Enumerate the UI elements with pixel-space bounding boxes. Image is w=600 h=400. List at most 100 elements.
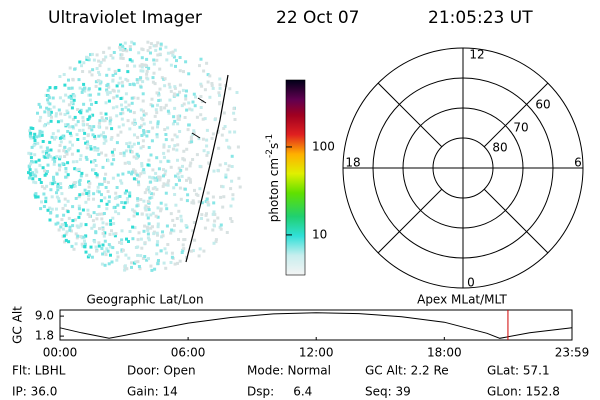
pixel — [71, 102, 75, 106]
pixel — [189, 249, 193, 253]
pixel — [141, 139, 145, 143]
pixel — [222, 195, 226, 199]
pixel — [177, 117, 181, 121]
pixel — [172, 229, 176, 233]
pixel — [121, 44, 124, 48]
pixel — [149, 213, 153, 217]
pixel — [103, 180, 107, 183]
pixel — [114, 210, 118, 214]
pixel — [119, 48, 123, 52]
tick — [191, 132, 201, 139]
pixel — [187, 101, 191, 105]
pixel — [233, 130, 237, 134]
pixel — [36, 141, 40, 145]
colorbar-tick-label: 10 — [312, 227, 327, 241]
pixel — [64, 93, 68, 97]
pixel — [50, 115, 53, 119]
pixel — [60, 119, 64, 123]
pixel — [137, 183, 141, 187]
pixel — [182, 238, 186, 242]
pixel — [189, 180, 192, 184]
pixel — [221, 185, 225, 189]
pixel — [120, 103, 123, 107]
pixel — [228, 87, 232, 91]
pixel — [208, 95, 212, 99]
pixel — [70, 106, 74, 110]
pixel — [63, 197, 67, 201]
pixel — [197, 254, 201, 258]
pixel — [120, 201, 124, 204]
pixel — [162, 174, 165, 178]
pixel — [39, 181, 43, 184]
pixel — [85, 123, 89, 127]
pixel — [70, 152, 74, 156]
pixel — [205, 61, 209, 65]
pixel — [40, 130, 44, 134]
pixel — [47, 107, 51, 111]
pixel — [65, 152, 69, 156]
pixel — [175, 217, 179, 220]
pixel — [207, 161, 211, 165]
pixel — [141, 118, 145, 122]
pixel — [39, 207, 43, 211]
pixel — [88, 93, 92, 97]
pixel — [150, 176, 154, 180]
pixel — [86, 255, 90, 259]
pixel — [191, 249, 195, 253]
pixel — [108, 91, 112, 95]
pixel — [86, 134, 90, 138]
pixel — [97, 152, 101, 156]
pixel — [72, 98, 76, 102]
pixel — [111, 246, 115, 250]
pixel — [101, 243, 105, 247]
pixel — [39, 145, 43, 149]
pixel — [48, 102, 52, 106]
pixel — [132, 111, 136, 115]
pixel — [182, 70, 185, 74]
pixel — [128, 58, 132, 62]
pixel — [69, 134, 73, 138]
pixel — [146, 216, 150, 220]
pixel — [144, 208, 148, 212]
hour-label: 6 — [574, 156, 582, 170]
pixel — [205, 128, 209, 132]
pixel — [220, 133, 224, 137]
pixel — [54, 86, 58, 89]
pixel — [47, 96, 51, 100]
pixel — [127, 145, 131, 149]
pixel — [130, 40, 134, 44]
pixel — [173, 86, 177, 90]
pixel — [112, 232, 116, 236]
pixel — [68, 140, 72, 144]
pixel — [166, 126, 170, 130]
pixel — [169, 261, 173, 264]
pixel — [95, 217, 99, 221]
pixel — [110, 150, 114, 154]
pixel — [123, 191, 127, 195]
pixel — [224, 173, 228, 177]
pixel — [181, 88, 185, 92]
pixel — [156, 215, 160, 219]
pixel — [151, 225, 154, 229]
pixel — [173, 93, 177, 97]
pixel — [203, 226, 207, 230]
pixel — [98, 212, 102, 216]
pixel — [89, 53, 92, 57]
pixel — [213, 213, 217, 216]
pixel — [81, 208, 85, 212]
pixel — [127, 161, 131, 165]
pixel — [84, 155, 88, 159]
pixel — [83, 86, 87, 90]
pixel — [135, 173, 139, 177]
pixel — [55, 195, 59, 199]
pixel — [52, 105, 56, 109]
pixel — [110, 162, 114, 166]
pixel — [27, 165, 31, 169]
pixel — [57, 149, 61, 153]
pixel — [162, 151, 166, 155]
pixel — [56, 188, 60, 192]
pixel — [139, 69, 143, 73]
pixel — [100, 217, 104, 221]
pixel — [90, 255, 94, 259]
pixel — [115, 251, 119, 255]
